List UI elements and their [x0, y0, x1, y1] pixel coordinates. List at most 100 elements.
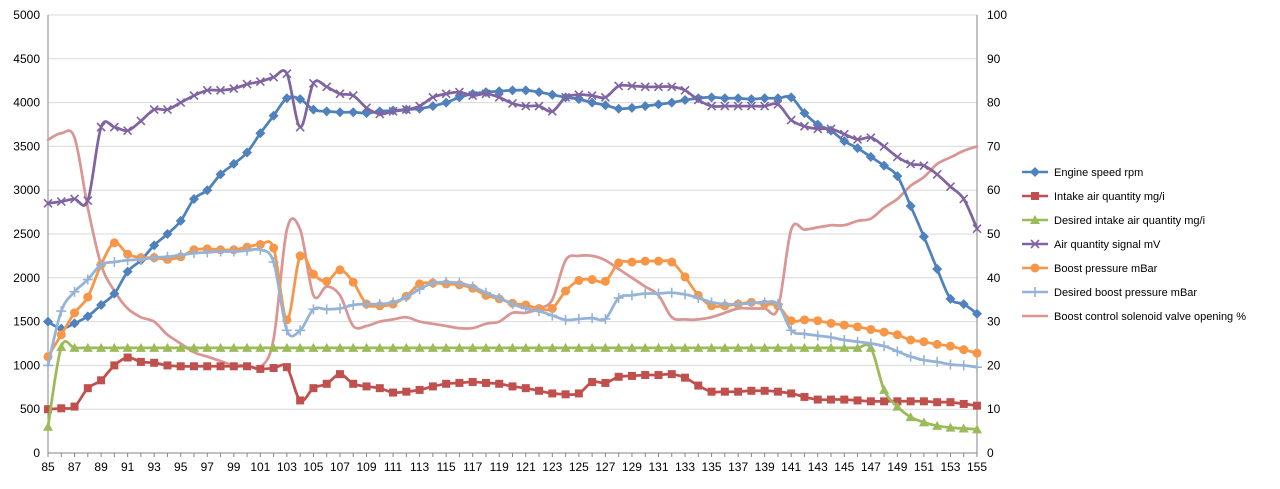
- data-point: [149, 105, 159, 115]
- series-engine-speed-rpm: [43, 85, 982, 334]
- data-point: [626, 102, 637, 113]
- axes: 0500100015002000250030003500400045005000…: [13, 8, 1007, 474]
- data-point: [149, 240, 160, 251]
- data-point: [866, 133, 876, 143]
- x-tick-label: 87: [68, 460, 82, 474]
- data-point: [759, 297, 770, 308]
- data-point: [799, 315, 809, 325]
- data-point: [746, 342, 757, 352]
- data-point: [268, 110, 279, 121]
- data-point: [268, 257, 279, 268]
- data-point: [706, 92, 717, 103]
- series-desired-intake-air-quantity-mg-i: [43, 340, 982, 434]
- data-point: [534, 101, 544, 111]
- data-point: [215, 246, 226, 257]
- legend-item: Intake air quantity mg/i: [1022, 191, 1165, 203]
- data-point: [799, 108, 810, 119]
- data-point: [918, 355, 929, 366]
- data-point: [521, 101, 531, 111]
- legend-swatch-marker: [1030, 239, 1040, 249]
- data-point: [627, 371, 636, 380]
- data-point: [587, 275, 597, 285]
- data-point: [149, 342, 160, 352]
- data-point: [414, 284, 425, 295]
- series-desired-boost-pressure-mbar: [43, 244, 982, 373]
- data-point: [547, 106, 557, 116]
- data-point: [840, 395, 849, 404]
- data-point: [414, 342, 425, 352]
- data-point: [123, 249, 133, 259]
- data-point: [467, 342, 478, 352]
- data-point: [109, 122, 119, 132]
- data-point: [215, 342, 226, 352]
- data-point: [494, 292, 505, 303]
- series-intake-air-quantity-mg-i: [44, 353, 981, 414]
- data-point: [706, 297, 717, 308]
- data-point: [879, 160, 890, 171]
- data-point: [972, 348, 982, 358]
- y-right-tick-label: 20: [987, 358, 1001, 372]
- data-point: [945, 341, 955, 351]
- data-point: [308, 342, 319, 352]
- data-point: [547, 342, 558, 352]
- data-point: [813, 316, 823, 326]
- data-point: [243, 362, 252, 371]
- data-point: [653, 288, 664, 299]
- data-point: [454, 87, 464, 97]
- data-point: [787, 389, 796, 398]
- data-point: [959, 194, 969, 204]
- data-point: [295, 122, 305, 132]
- data-point: [919, 337, 929, 347]
- x-tick-label: 147: [861, 460, 881, 474]
- data-point: [786, 325, 797, 336]
- data-point: [680, 342, 691, 352]
- data-point: [110, 361, 119, 370]
- data-point: [893, 397, 902, 406]
- data-point: [588, 378, 597, 387]
- data-point: [361, 103, 372, 113]
- data-point: [786, 92, 797, 103]
- data-point: [375, 109, 385, 119]
- data-point: [481, 89, 491, 99]
- data-point: [906, 335, 916, 345]
- data-point: [879, 327, 889, 337]
- data-point: [666, 97, 677, 108]
- data-point: [321, 342, 332, 352]
- data-point: [680, 272, 690, 282]
- data-point: [587, 313, 598, 324]
- y-right-tick-label: 90: [987, 52, 1001, 66]
- data-point: [892, 330, 902, 340]
- data-point: [175, 250, 186, 261]
- data-point: [69, 286, 80, 297]
- data-point: [480, 342, 491, 352]
- x-tick-label: 119: [490, 460, 509, 474]
- data-point: [242, 342, 253, 352]
- data-point: [600, 100, 611, 111]
- data-point: [972, 424, 982, 434]
- data-point: [799, 328, 810, 339]
- series-air-quantity-signal-mv: [43, 69, 982, 234]
- data-point: [361, 342, 372, 352]
- data-point: [653, 82, 664, 92]
- data-point: [281, 325, 292, 336]
- data-point: [428, 382, 437, 391]
- data-point: [454, 342, 465, 352]
- data-point: [83, 196, 93, 206]
- data-point: [508, 382, 517, 391]
- data-point: [281, 93, 292, 104]
- data-point: [162, 342, 173, 352]
- data-point: [229, 84, 239, 94]
- data-point: [175, 342, 186, 352]
- data-point: [82, 342, 93, 352]
- data-point: [812, 342, 823, 352]
- legend-label: Intake air quantity mg/i: [1054, 191, 1165, 203]
- legend-item: Air quantity signal mV: [1022, 239, 1161, 251]
- data-point: [149, 252, 160, 263]
- data-point: [587, 342, 598, 352]
- data-point: [150, 358, 159, 367]
- y-right-tick-label: 80: [987, 96, 1001, 110]
- x-tick-label: 121: [516, 460, 536, 474]
- data-point: [69, 342, 80, 352]
- data-point: [534, 342, 545, 352]
- data-point: [747, 386, 756, 395]
